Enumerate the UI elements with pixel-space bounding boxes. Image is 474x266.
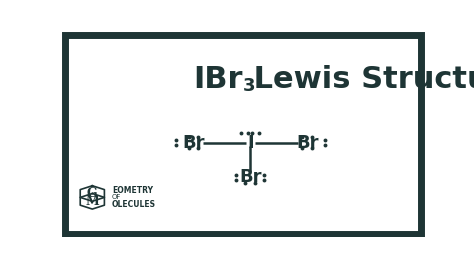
Text: OLECULES: OLECULES	[112, 200, 156, 209]
Text: I: I	[247, 134, 254, 152]
Text: EOMETRY: EOMETRY	[112, 186, 153, 195]
Text: M: M	[85, 195, 99, 208]
Text: Br: Br	[239, 168, 262, 186]
Text: OF: OF	[112, 194, 121, 200]
Text: Br: Br	[296, 134, 319, 152]
Text: IBr: IBr	[193, 65, 243, 94]
Text: 3: 3	[243, 77, 255, 95]
Text: Lewis Structure: Lewis Structure	[243, 65, 474, 94]
Text: Br: Br	[182, 134, 205, 152]
Text: G: G	[87, 187, 98, 200]
